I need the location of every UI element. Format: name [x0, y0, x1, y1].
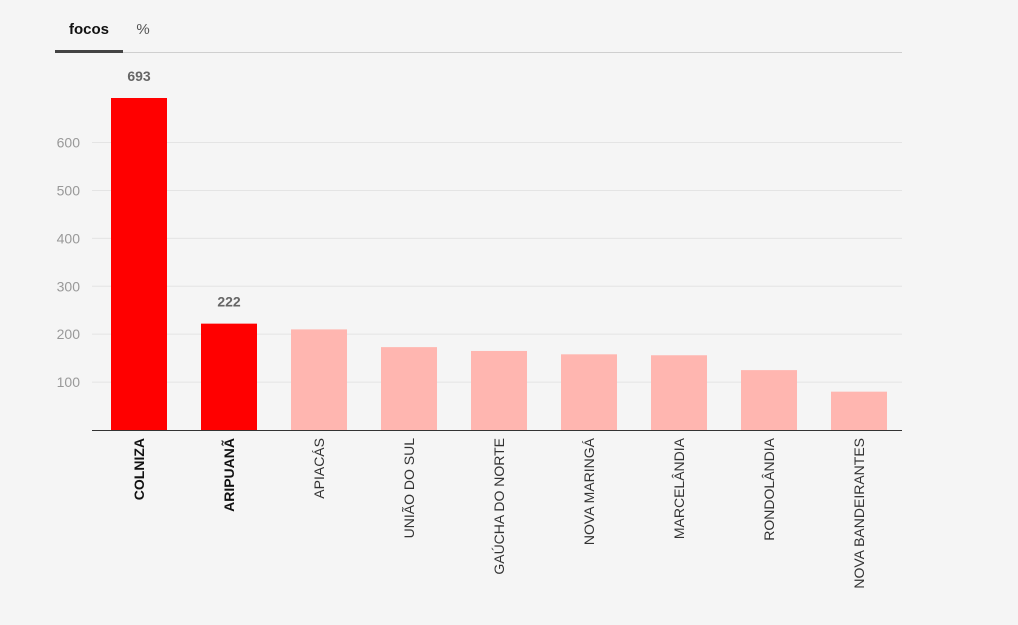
x-tick-label: NOVA BANDEIRANTES	[851, 438, 867, 589]
bar	[201, 323, 257, 430]
bar	[561, 354, 617, 430]
data-label: 693	[127, 68, 151, 84]
y-tick-label: 600	[57, 135, 81, 151]
bar	[471, 350, 527, 430]
x-tick-label: ARIPUANÃ	[220, 438, 237, 512]
bars	[111, 98, 887, 430]
x-tick-label: MARCELÂNDIA	[671, 437, 687, 539]
y-tick-label: 500	[57, 182, 81, 198]
x-tick-label: APIACÁS	[311, 438, 327, 499]
tab-percent[interactable]: %	[136, 21, 150, 38]
y-tick-label: 400	[57, 230, 81, 246]
y-tick-label: 100	[57, 374, 81, 390]
bar	[381, 347, 437, 430]
data-label: 222	[217, 294, 241, 310]
bar	[831, 391, 887, 430]
bar	[651, 355, 707, 430]
bar	[111, 98, 167, 430]
x-tick-label: RONDOLÂNDIA	[761, 437, 777, 540]
y-tick-label: 200	[57, 326, 81, 342]
data-labels: 693 222	[127, 68, 241, 310]
x-tick-label: UNIÃO DO SUL	[401, 438, 417, 539]
x-tick-label: GAÚCHA DO NORTE	[491, 438, 507, 575]
bar	[741, 370, 797, 430]
y-axis-ticks: 100 200 300 400 500 600	[57, 135, 81, 391]
tab-focos[interactable]: focos	[55, 20, 123, 53]
metric-tabs: focos %	[55, 14, 902, 53]
bar	[291, 329, 347, 430]
x-tick-label: NOVA MARINGÁ	[581, 437, 597, 545]
x-axis-ticks: COLNIZA ARIPUANÃ APIACÁS UNIÃO DO SUL GAÚCHA…	[131, 437, 867, 588]
y-tick-label: 300	[57, 278, 81, 294]
x-tick-label: COLNIZA	[131, 438, 147, 500]
